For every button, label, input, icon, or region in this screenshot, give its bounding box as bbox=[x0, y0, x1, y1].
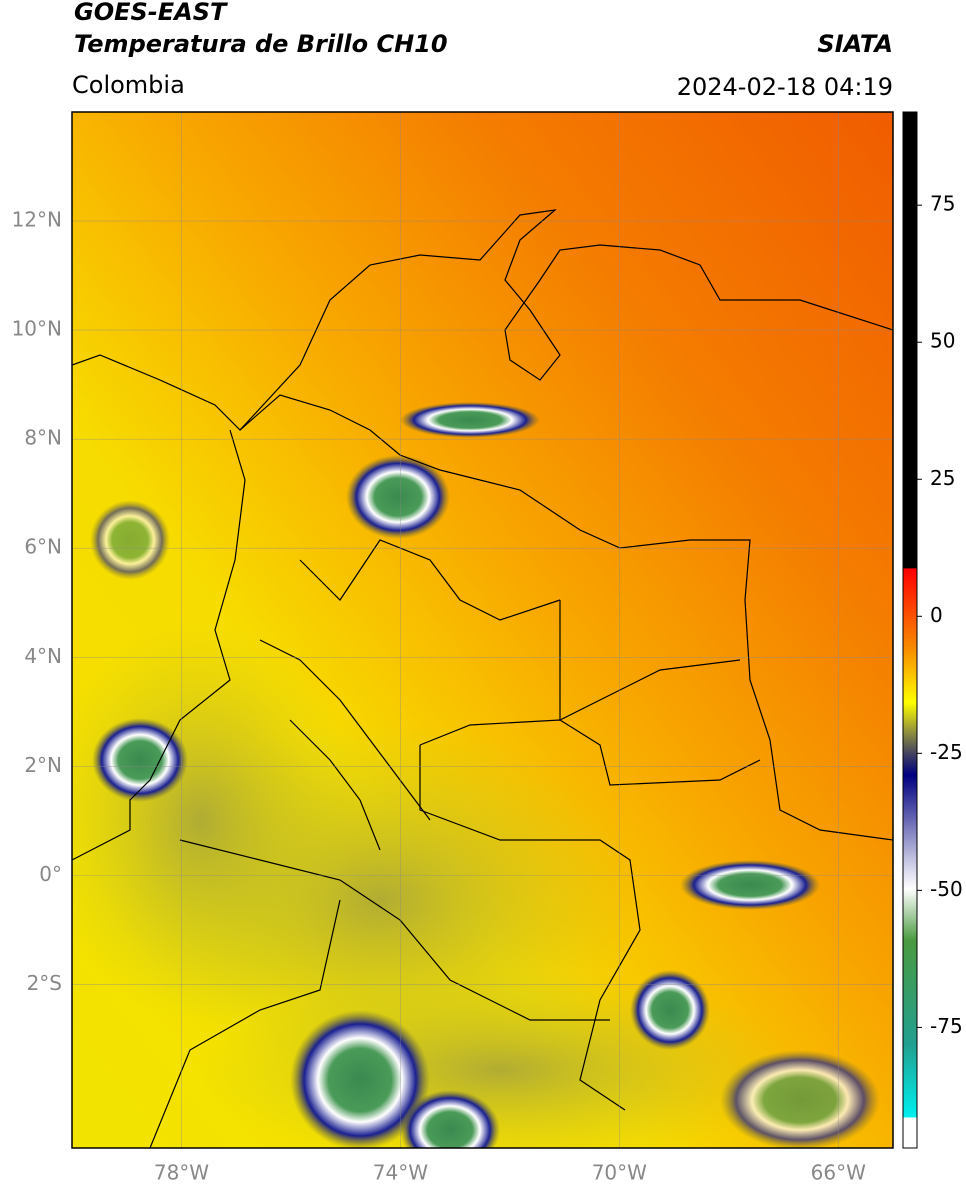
lon-tick-label: 70°W bbox=[592, 1161, 647, 1185]
map-image bbox=[72, 112, 893, 1148]
lat-tick-label: 2°S bbox=[27, 971, 62, 995]
datetime: 2024-02-18 04:19 bbox=[677, 73, 893, 101]
lat-tick-label: 6°N bbox=[24, 535, 62, 559]
region: Colombia bbox=[72, 71, 185, 99]
title: GOES-EAST bbox=[74, 0, 228, 26]
source: SIATA bbox=[817, 30, 893, 58]
colorbar-tick-label: -75 bbox=[930, 1014, 963, 1038]
lat-tick-label: 10°N bbox=[12, 317, 62, 341]
colorbar-tick-label: 25 bbox=[930, 466, 955, 490]
lat-tick-label: 0° bbox=[39, 862, 62, 886]
colorbar-tick-label: 0 bbox=[930, 603, 943, 627]
subtitle: Temperatura de Brillo CH10 bbox=[74, 30, 448, 58]
lon-tick-label: 66°W bbox=[811, 1161, 866, 1185]
map-frame bbox=[71, 111, 894, 1149]
lon-tick-label: 78°W bbox=[154, 1161, 209, 1185]
lat-tick-label: 4°N bbox=[24, 644, 62, 668]
colorbar bbox=[902, 111, 918, 1149]
colorbar-tick-label: -25 bbox=[930, 740, 963, 764]
lat-tick-label: 2°N bbox=[24, 753, 62, 777]
colorbar-tick-label: 50 bbox=[930, 329, 955, 353]
colorbar-tick-label: -50 bbox=[930, 877, 963, 901]
lat-tick-label: 8°N bbox=[24, 426, 62, 450]
colorbar-tick-label: 75 bbox=[930, 192, 955, 216]
lat-tick-label: 12°N bbox=[12, 208, 62, 232]
lon-tick-label: 74°W bbox=[373, 1161, 428, 1185]
